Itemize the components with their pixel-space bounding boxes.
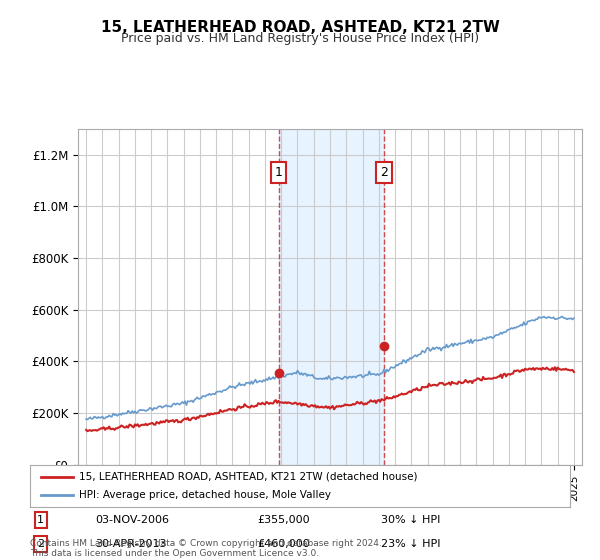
Bar [278, 129, 384, 465]
Text: 2: 2 [380, 166, 388, 179]
Text: HPI: Average price, detached house, Mole Valley: HPI: Average price, detached house, Mole… [79, 490, 331, 500]
Text: 1: 1 [275, 166, 283, 179]
Text: 30-APR-2013: 30-APR-2013 [95, 539, 166, 549]
Text: 1: 1 [37, 515, 44, 525]
Text: £355,000: £355,000 [257, 515, 310, 525]
Text: £460,000: £460,000 [257, 539, 310, 549]
Text: 15, LEATHERHEAD ROAD, ASHTEAD, KT21 2TW: 15, LEATHERHEAD ROAD, ASHTEAD, KT21 2TW [101, 20, 499, 35]
Text: Contains HM Land Registry data © Crown copyright and database right 2024.
This d: Contains HM Land Registry data © Crown c… [30, 539, 382, 558]
Text: Price paid vs. HM Land Registry's House Price Index (HPI): Price paid vs. HM Land Registry's House … [121, 32, 479, 45]
Text: 15, LEATHERHEAD ROAD, ASHTEAD, KT21 2TW (detached house): 15, LEATHERHEAD ROAD, ASHTEAD, KT21 2TW … [79, 472, 417, 482]
Text: 2: 2 [37, 539, 44, 549]
Text: 30% ↓ HPI: 30% ↓ HPI [381, 515, 440, 525]
Text: 23% ↓ HPI: 23% ↓ HPI [381, 539, 440, 549]
Text: 03-NOV-2006: 03-NOV-2006 [95, 515, 169, 525]
